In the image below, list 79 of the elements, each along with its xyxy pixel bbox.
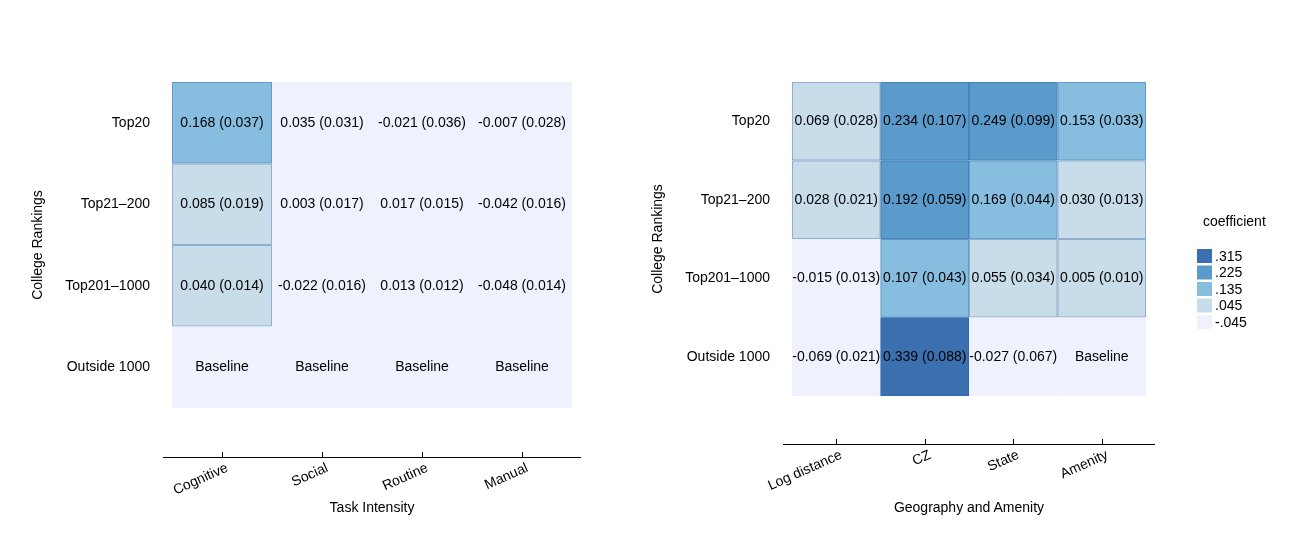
data-label: 0.035 xyxy=(280,113,316,130)
x-axis-title: Task Intensity xyxy=(329,498,415,515)
data-label: 0.028 xyxy=(794,190,830,207)
annotation: (0.017) xyxy=(319,195,364,212)
y-tick-label: Outside 1000 xyxy=(66,358,151,375)
annotation: (0.033) xyxy=(1099,112,1144,129)
data-label: -0.027 xyxy=(969,347,1010,364)
annotation: (0.059) xyxy=(922,190,967,207)
color-bar-label: .045 xyxy=(1215,297,1243,314)
data-label: -0.022 xyxy=(278,276,318,293)
annotation: (0.028) xyxy=(833,112,878,129)
x-tick-label: State xyxy=(984,445,1022,474)
data-label: 0.085 xyxy=(180,195,216,212)
annotation: (0.099) xyxy=(1010,112,1055,129)
y-tick-label: Top20 xyxy=(731,112,771,129)
data-label: 0.013 xyxy=(380,276,416,293)
annotation: (0.021) xyxy=(835,347,881,364)
data-label: -0.048 xyxy=(478,276,518,293)
annotation: (0.036) xyxy=(421,113,466,130)
text: Baseline xyxy=(295,358,349,375)
annotation: (0.012) xyxy=(419,276,464,293)
annotation: (0.107) xyxy=(922,112,967,129)
data-label: -0.021 xyxy=(378,113,418,130)
annotation: (0.014) xyxy=(521,276,566,293)
color-bar-label: .315 xyxy=(1215,247,1243,264)
data-label: 0.153 xyxy=(1060,112,1096,129)
annotation: (0.015) xyxy=(419,195,464,212)
y-tick-label: Top21–200 xyxy=(700,190,771,207)
annotation: (0.010) xyxy=(1099,269,1144,286)
y-tick-label: Top21–200 xyxy=(80,195,151,212)
annotation: (0.013) xyxy=(1099,190,1144,207)
y-tick-label: Top201–1000 xyxy=(685,269,771,286)
color-bar-title: coefficient xyxy=(1203,212,1266,229)
data-label: 0.169 xyxy=(971,190,1007,207)
y-axis-title: College Rankings xyxy=(29,190,46,300)
x-tick-label: CZ xyxy=(909,445,934,469)
annotation: (0.031) xyxy=(319,113,364,130)
annotation: (0.034) xyxy=(1010,269,1055,286)
color-bar-label: -.045 xyxy=(1215,313,1248,330)
y-tick-label: Top201–1000 xyxy=(65,276,151,293)
data-label: 0.168 xyxy=(180,113,216,130)
data-label: 0.017 xyxy=(380,195,416,212)
annotation: (0.088) xyxy=(922,347,967,364)
color-bar-label: .135 xyxy=(1215,280,1243,297)
y-axis-title: College Rankings xyxy=(649,184,666,294)
data-label: -0.015 xyxy=(792,269,833,286)
annotation: (0.016) xyxy=(321,276,366,293)
data-label: 0.234 xyxy=(883,112,919,129)
data-label: 0.030 xyxy=(1060,190,1096,207)
data-label: 0.040 xyxy=(180,276,216,293)
text: Baseline xyxy=(395,358,449,375)
data-label: 0.003 xyxy=(280,195,316,212)
annotation: (0.021) xyxy=(833,190,878,207)
data-label: 0.192 xyxy=(883,190,919,207)
y-tick-label: Top20 xyxy=(111,113,151,130)
data-label: 0.107 xyxy=(883,269,919,286)
color-bar-label: .225 xyxy=(1215,264,1243,281)
text: Baseline xyxy=(1074,347,1129,364)
y-tick-label: Outside 1000 xyxy=(686,347,771,364)
text: Baseline xyxy=(195,358,249,375)
data-label: 0.005 xyxy=(1060,269,1096,286)
data-label: 0.249 xyxy=(971,112,1007,129)
data-label: 0.055 xyxy=(971,269,1007,286)
x-axis-title: Geography and Amenity xyxy=(893,498,1045,515)
annotation: (0.019) xyxy=(219,195,264,212)
data-label: -0.007 xyxy=(478,113,518,130)
annotation: (0.037) xyxy=(219,113,264,130)
annotation: (0.013) xyxy=(835,269,881,286)
data-label: -0.069 xyxy=(792,347,833,364)
annotation: (0.044) xyxy=(1010,190,1055,207)
data-label: 0.069 xyxy=(794,112,830,129)
annotation: (0.067) xyxy=(1012,347,1058,364)
text: Baseline xyxy=(495,358,549,375)
annotation: (0.016) xyxy=(521,195,566,212)
annotation: (0.014) xyxy=(219,276,264,293)
annotation: (0.028) xyxy=(521,113,566,130)
annotation: (0.043) xyxy=(922,269,967,286)
data-label: -0.042 xyxy=(478,195,518,212)
data-label: 0.339 xyxy=(883,347,919,364)
